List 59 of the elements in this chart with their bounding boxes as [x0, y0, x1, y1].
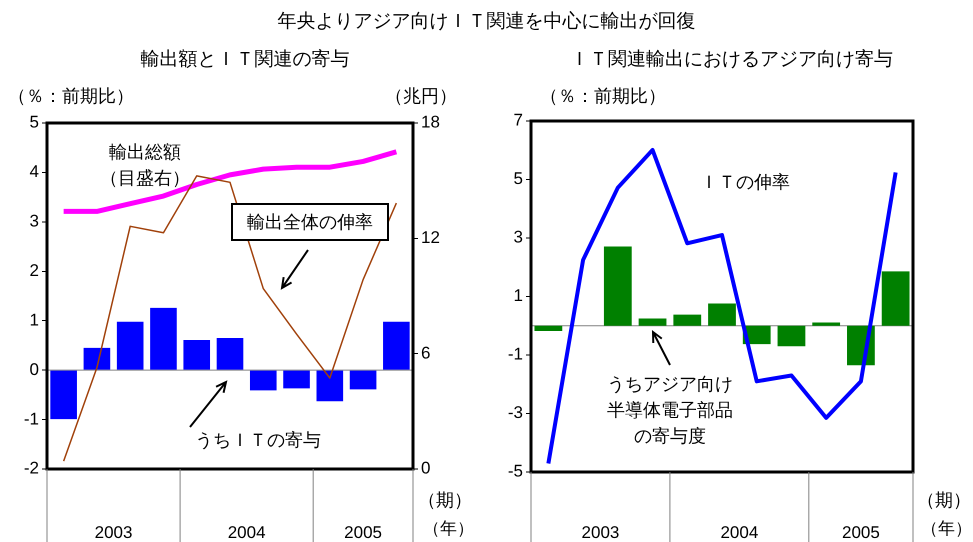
series-label: ＩＴの伸率: [700, 171, 790, 194]
y-tick-label: -1: [24, 409, 39, 428]
bar: [534, 326, 562, 332]
x-axis-title: （期）: [418, 489, 472, 512]
bar: [50, 370, 77, 420]
bar: [183, 340, 210, 370]
bar: [350, 370, 376, 390]
y-tick-label: 7: [514, 110, 523, 130]
text: 2003: [582, 523, 620, 542]
y-tick-label: 5: [30, 112, 39, 132]
text: 2005: [344, 523, 382, 542]
bar: [116, 322, 144, 370]
bar: [84, 348, 110, 370]
y-tick-label: 3: [514, 228, 523, 247]
y-tick-label: -5: [508, 462, 523, 481]
bar: [708, 304, 736, 326]
y2-tick-label: 6: [421, 343, 430, 362]
x-axis-title: （期）: [917, 489, 971, 512]
y2-tick-label: 18: [421, 112, 440, 132]
bar: [316, 370, 344, 402]
text: （年）: [423, 519, 474, 538]
text: 2004: [720, 523, 758, 542]
y2-axis-title: （兆円）: [385, 85, 457, 108]
text: 年央よりアジア向けＩＴ関連を中心に輸出が回復: [276, 10, 696, 34]
y-tick-label: 4: [30, 162, 39, 182]
y-tick-label: 3: [30, 212, 39, 231]
text: 2004: [228, 523, 266, 542]
y-tick-label: 1: [514, 286, 523, 306]
chart-subtitle: ＩＴ関連輸出におけるアジア向け寄与: [569, 48, 894, 72]
y-tick-label: 1: [30, 310, 39, 330]
text: 2003: [94, 523, 132, 542]
text: （年）: [921, 519, 972, 538]
series-label: 輸出総額（目盛右）: [99, 141, 191, 190]
bar: [250, 370, 277, 390]
y-axis-title: （％：前期比）: [540, 85, 666, 108]
bar: [882, 271, 910, 326]
y-tick-label: -3: [508, 403, 523, 422]
series-label: うちアジア向け半導体電子部品の寄与度: [606, 373, 734, 448]
y2-tick-label: 0: [421, 458, 430, 478]
y-tick-label: 0: [30, 360, 39, 379]
bar: [778, 326, 806, 346]
y-tick-label: -2: [24, 458, 39, 478]
y-tick-label: -1: [508, 344, 523, 364]
bar: [812, 322, 840, 326]
bar: [150, 308, 177, 370]
text: 2005: [842, 523, 880, 542]
chart-subtitle: 輸出額とＩＴ関連の寄与: [140, 48, 350, 72]
bar: [216, 338, 244, 370]
series-label: うちＩＴの寄与: [195, 429, 321, 452]
bar: [283, 370, 310, 388]
y-tick-label: 2: [30, 260, 39, 280]
series-label: 輸出全体の伸率: [231, 203, 389, 241]
bar: [673, 314, 702, 326]
bar: [383, 322, 410, 370]
y2-tick-label: 12: [421, 228, 440, 248]
y-tick-label: 5: [514, 169, 523, 188]
bar: [638, 318, 666, 326]
y-axis-title: （％：前期比）: [8, 85, 134, 108]
bar: [604, 246, 632, 326]
